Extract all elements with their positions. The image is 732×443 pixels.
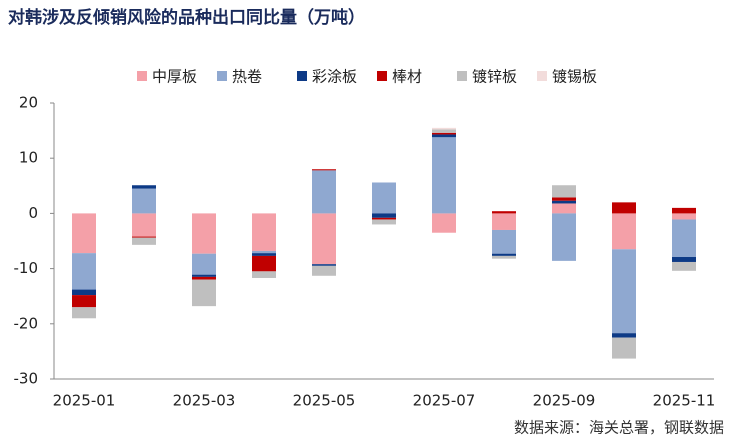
bar-segment (432, 134, 456, 138)
legend-swatch (457, 71, 467, 81)
bar-segment (492, 229, 516, 254)
bar-segment (372, 182, 396, 214)
bar-segment (72, 295, 96, 308)
bar-segment (552, 197, 576, 201)
x-tick-label: 2025-07 (413, 392, 476, 410)
y-tick-label: -20 (14, 314, 39, 332)
bar-segment (372, 219, 396, 225)
y-tick-label: -30 (14, 370, 39, 388)
y-tick-label: 0 (28, 204, 38, 222)
bar-segment (552, 185, 576, 198)
bar-segment (672, 213, 696, 220)
legend-swatch (377, 71, 387, 81)
bar-segment (72, 253, 96, 290)
bar-segment (132, 188, 156, 214)
bar-segment (312, 264, 336, 266)
bar-segment (612, 249, 636, 334)
bar-segment (612, 333, 636, 338)
bar-segment (312, 213, 336, 265)
bar-segment (672, 261, 696, 271)
bar-segment (612, 337, 636, 359)
source: 数据来源：海关总署，钢联数据 (514, 419, 724, 437)
bar-segment (252, 250, 276, 254)
bar-segment (372, 213, 396, 218)
bar-segment (252, 253, 276, 256)
bar-segment (432, 127, 456, 130)
bar-segment (672, 219, 696, 258)
bar-segment (312, 169, 336, 171)
bar-segment (132, 236, 156, 238)
bar-segment (492, 253, 516, 256)
bar-segment (432, 132, 456, 135)
legend-swatch (537, 71, 547, 81)
y-tick-label: 10 (19, 149, 38, 167)
bar-segment (132, 185, 156, 189)
bar-segment (72, 213, 96, 254)
bar-segment (552, 213, 576, 261)
legend-label: 彩涂板 (312, 68, 357, 86)
bar-segment (132, 237, 156, 245)
legend-label: 中厚板 (152, 68, 197, 86)
bar-segment (252, 271, 276, 278)
bar-segment (552, 200, 576, 204)
bar-segment (192, 276, 216, 280)
legend-label: 棒材 (392, 68, 422, 86)
bar-segment (72, 307, 96, 319)
bar-segment (672, 257, 696, 262)
x-tick-label: 2025-01 (53, 392, 116, 410)
bar-segment (192, 253, 216, 275)
chart-title: 对韩涉及反倾销风险的品种出口同比量（万吨） (8, 7, 365, 28)
legend-label: 热卷 (232, 68, 262, 86)
y-tick-label: -10 (14, 259, 39, 277)
bar-segment (432, 213, 456, 233)
y-tick-label: 20 (19, 94, 38, 112)
legend-label: 镀锡板 (552, 68, 597, 86)
bar-segment (252, 213, 276, 251)
bar-segment (312, 170, 336, 214)
bar-segment (192, 274, 216, 277)
bar-segment (132, 213, 156, 237)
bar-segment (192, 213, 216, 254)
bar-segment (432, 137, 456, 214)
bar-segment (252, 255, 276, 272)
x-tick-label: 2025-05 (293, 392, 356, 410)
x-tick-label: 2025-03 (173, 392, 236, 410)
bar-segment (192, 279, 216, 307)
bar-segment (492, 255, 516, 259)
bar-segment (372, 217, 396, 220)
legend-swatch (297, 71, 307, 81)
bar-segment (492, 213, 516, 230)
legend-label: 镀锌板 (472, 68, 517, 86)
bar-segment (492, 211, 516, 214)
legend-swatch (217, 71, 227, 81)
bar-segment (612, 213, 636, 250)
x-tick-label: 2025-11 (653, 392, 716, 410)
legend-swatch (137, 71, 147, 81)
bar-segment (552, 203, 576, 214)
bar-segment (72, 289, 96, 296)
bar-segment (432, 129, 456, 133)
bar-segment (612, 202, 636, 214)
bar-segment (672, 207, 696, 214)
x-tick-label: 2025-09 (533, 392, 596, 410)
bar-segment (312, 265, 336, 276)
